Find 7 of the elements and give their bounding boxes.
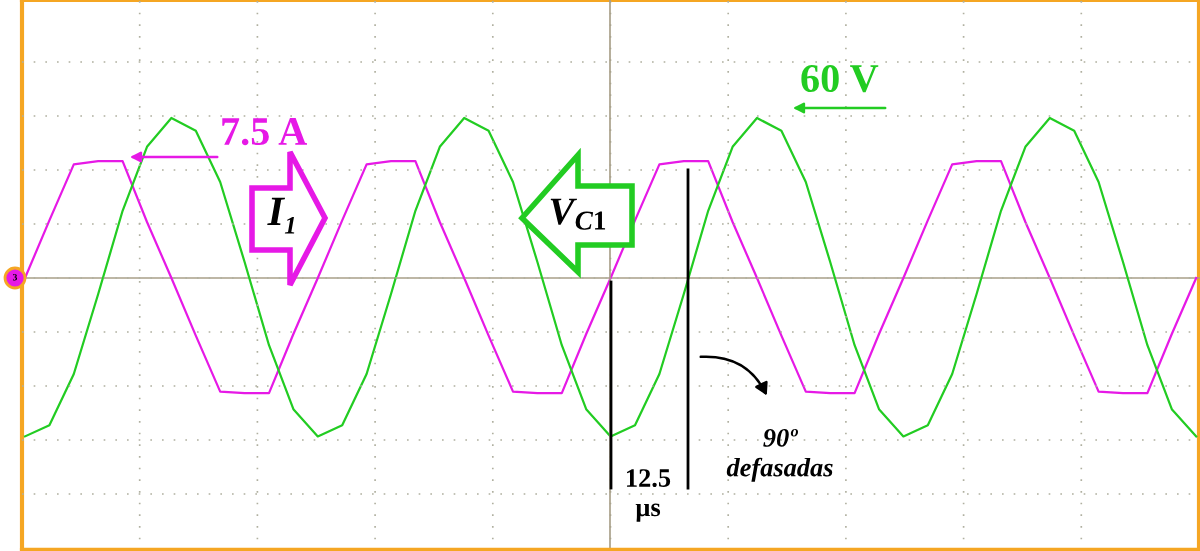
- text: 12.5 µs: [627, 469, 671, 522]
- annotation: I₁: [267, 197, 295, 234]
- text: 3: [12, 273, 18, 281]
- annotation: 90º defasadas: [726, 428, 833, 482]
- text: 60 V: [801, 64, 879, 93]
- annotation: 7.5 A: [222, 118, 307, 146]
- annotation: V$_{C1}$: [550, 198, 606, 230]
